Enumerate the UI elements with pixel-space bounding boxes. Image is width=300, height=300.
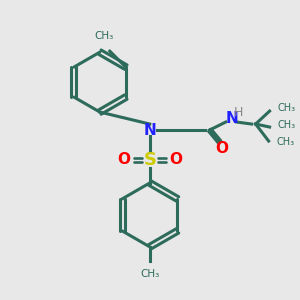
Text: O: O [215,140,228,155]
Text: S: S [143,151,156,169]
Text: CH₃: CH₃ [140,269,159,279]
Text: CH₃: CH₃ [278,103,296,113]
Text: N: N [225,110,238,125]
Text: O: O [169,152,182,167]
Text: CH₃: CH₃ [94,31,113,41]
Text: H: H [234,106,243,118]
Text: O: O [117,152,130,167]
Text: CH₃: CH₃ [277,137,295,147]
Text: CH₃: CH₃ [278,120,296,130]
Text: N: N [143,122,156,137]
